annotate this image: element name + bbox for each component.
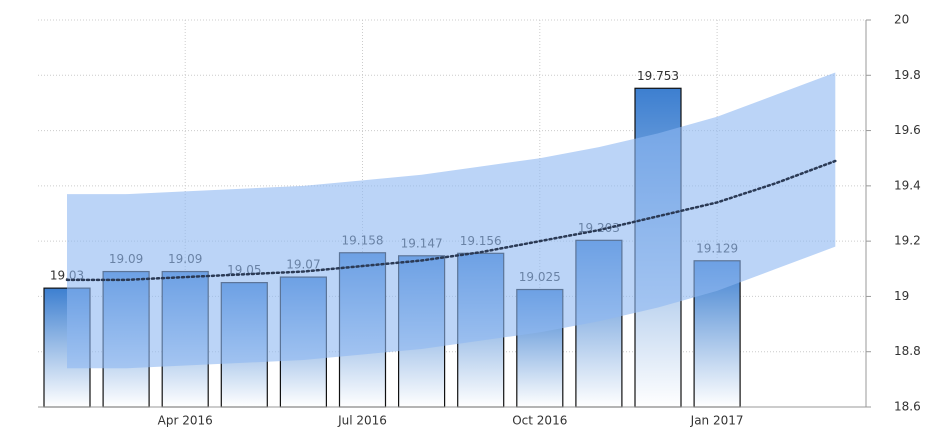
- y-tick-label: 18.8: [894, 344, 921, 358]
- y-tick-label: 19.2: [894, 234, 921, 248]
- x-tick-label: Apr 2016: [158, 414, 213, 428]
- y-tick-label: 19.8: [894, 68, 921, 82]
- forecast-band: [67, 72, 836, 369]
- y-tick-label: 19.4: [894, 178, 921, 192]
- y-tick-label: 19: [894, 289, 909, 303]
- x-tick-label: Oct 2016: [512, 414, 567, 428]
- x-tick-label: Jul 2016: [337, 414, 387, 428]
- x-tick-label: Jan 2017: [690, 414, 744, 428]
- data-label: 19.753: [637, 69, 679, 83]
- y-tick-label: 20: [894, 13, 909, 27]
- y-tick-label: 18.6: [894, 400, 921, 414]
- trend-line: [65, 159, 837, 282]
- y-tick-label: 19.6: [894, 123, 921, 137]
